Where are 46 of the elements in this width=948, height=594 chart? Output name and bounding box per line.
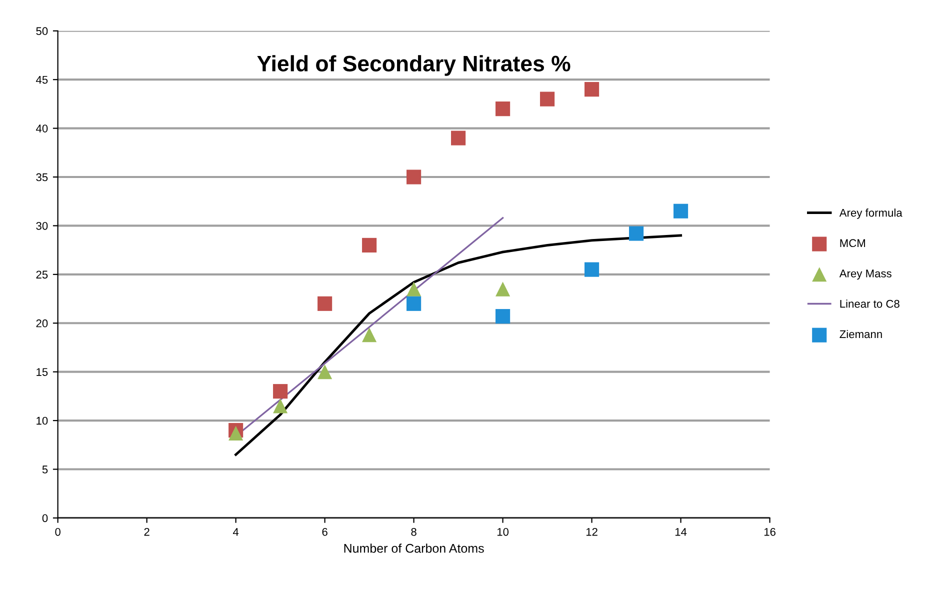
point (584, 262, 600, 277)
x-tick-label: 4 (232, 528, 239, 536)
y-tick-label: 50 (36, 27, 48, 36)
point (362, 238, 377, 252)
point (406, 282, 422, 296)
legend-label: Ziemann (840, 330, 882, 338)
y-tick-label: 45 (36, 76, 48, 84)
x-tick-label: 10 (497, 528, 509, 536)
x-tick-label: 2 (144, 528, 150, 536)
y-tick-label: 30 (36, 222, 48, 230)
x-tick-label: 0 (55, 528, 60, 536)
x-tick-label: 14 (675, 528, 687, 536)
point (273, 384, 288, 399)
line-series (234, 234, 682, 456)
x-tick-label: 16 (764, 528, 776, 536)
point (674, 204, 688, 218)
y-tick-label: 40 (36, 124, 48, 132)
point (584, 82, 600, 97)
x-tick-label: 8 (411, 528, 416, 536)
y-tick-label: 35 (36, 173, 48, 182)
y-tick-label: 15 (36, 368, 48, 376)
y-tick-label: 10 (36, 416, 48, 425)
point (362, 328, 377, 342)
y-tick-label: 5 (42, 466, 48, 474)
y-tick-label: 25 (36, 270, 48, 279)
point (318, 364, 332, 380)
y-tick-label: 20 (36, 319, 48, 328)
point (496, 309, 510, 324)
x-axis-title: Number of Carbon Atoms (344, 544, 484, 553)
x-tick-label: 12 (586, 528, 598, 536)
point (318, 296, 332, 311)
legend-label: Arey Mass (839, 270, 892, 280)
text: Yield of Secondary Nitrates % (257, 55, 570, 76)
point (273, 398, 288, 414)
point (496, 102, 510, 116)
legend-label: Arey formula (839, 208, 902, 219)
point (406, 296, 422, 311)
legend-label: Linear to C8 (840, 300, 900, 308)
point (540, 92, 555, 106)
point (406, 170, 422, 184)
legend-label: MCM (840, 239, 865, 248)
point (451, 130, 466, 146)
y-tick-label: 0 (42, 514, 48, 522)
x-tick-label: 6 (322, 528, 328, 536)
point (629, 226, 644, 241)
point (496, 282, 510, 296)
